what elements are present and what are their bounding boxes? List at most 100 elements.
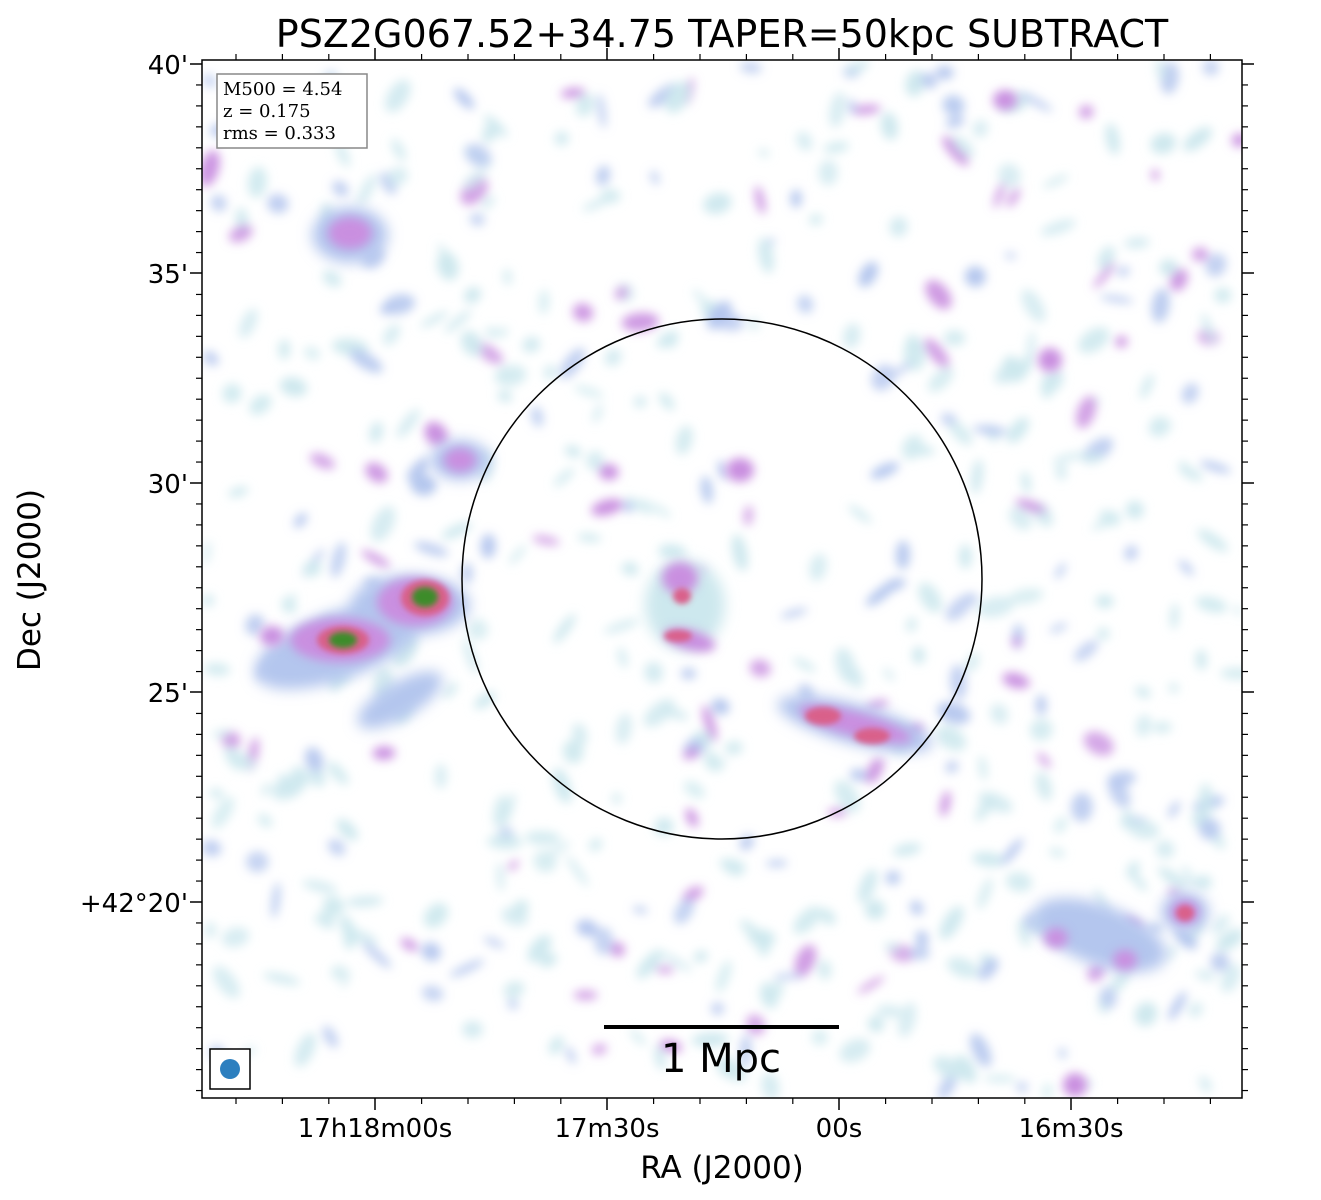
noise-blob [462,169,487,190]
noise-blob [507,860,519,871]
noise-blob [1181,865,1196,887]
noise-blob [675,425,693,455]
noise-blob [1053,816,1068,834]
noise-blob [793,658,816,672]
noise-blob [1008,588,1044,605]
noise-blob [1049,622,1068,633]
noise-blob [591,498,624,516]
noise-blob [1198,818,1221,840]
noise-blob [361,550,391,568]
emission-peak [329,632,357,648]
noise-blob [205,922,216,938]
noise-blob [724,740,743,755]
noise-blob [1042,174,1069,189]
noise-blob [700,475,713,504]
noise-blob [895,540,911,570]
y-tick-label: 25' [148,679,188,709]
noise-blob [865,757,884,784]
noise-blob [497,327,508,337]
noise-blob [423,902,449,928]
noise-blob [330,541,347,578]
noise-blob [485,327,499,338]
noise-blob [870,462,900,479]
noise-blob [436,251,459,281]
noise-blob [212,965,240,999]
noise-blob [1159,259,1178,276]
noise-blob [600,188,621,204]
noise-blob [933,1056,964,1080]
noise-blob [1157,866,1188,890]
noise-blob [532,535,560,546]
noise-blob [387,167,408,186]
noise-blob [658,392,675,411]
noise-blob [527,934,552,963]
noise-blob [967,592,979,603]
noise-blob [497,390,513,402]
noise-blob [1035,771,1053,801]
noise-blob [1199,1076,1212,1093]
noise-blob [758,149,770,157]
noise-blob [691,1032,729,1047]
noise-blob [304,346,320,360]
noise-blob [566,855,589,887]
noise-blob [1152,721,1172,733]
noise-blob [659,1039,683,1053]
noise-blob [1026,330,1036,365]
noise-blob [1155,60,1167,81]
noise-blob [644,661,664,683]
noise-blob [758,237,774,274]
noise-blob [633,396,647,408]
noise-blob [864,899,886,920]
noise-blob [1199,460,1232,474]
noise-blob [211,796,235,829]
noise-blob [740,919,768,946]
noise-blob [598,463,619,481]
noise-blob [948,420,973,446]
noise-blob [1197,529,1228,552]
noise-blob [420,311,449,328]
noise-blob [464,286,481,304]
noise-blob [1168,683,1179,693]
noise-blob [603,618,639,634]
noise-blob [503,981,525,999]
noise-blob [731,534,748,572]
noise-blob [682,747,700,760]
noise-blob [739,1034,752,1068]
noise-blob [1099,986,1117,1009]
noise-blob [1151,288,1170,323]
noise-blob [865,581,897,607]
noise-blob [823,141,850,153]
noise-blob [414,541,449,557]
emission-bright [664,630,692,642]
y-axis-label: Dec (J2000) [12,489,48,671]
noise-blob [548,1036,564,1055]
noise-blob [1006,417,1030,444]
noise-blob [304,747,324,773]
noise-blob [1005,252,1017,260]
noise-blob [940,413,957,426]
noise-blob [892,843,922,857]
noise-blob [990,703,1009,725]
noise-blob [660,951,693,972]
noise-blob [589,838,603,852]
noise-blob [382,323,401,346]
noise-blob [575,93,595,117]
noise-blob [811,1029,828,1046]
noise-blob [1080,453,1104,463]
noise-blob [209,788,224,799]
noise-blob [564,445,582,458]
noise-blob [385,79,411,113]
noise-blob [976,596,1015,618]
noise-blob [1195,969,1216,981]
noise-blob [702,705,718,742]
noise-blob [717,460,728,480]
noise-blob [560,87,586,99]
noise-blob [952,135,975,158]
noise-blob [947,957,979,979]
noise-blob [939,906,964,940]
noise-blob [905,70,925,97]
noise-blob [309,452,336,470]
noise-blob [336,818,358,841]
noise-blob [857,976,885,994]
noise-blob [636,499,649,508]
